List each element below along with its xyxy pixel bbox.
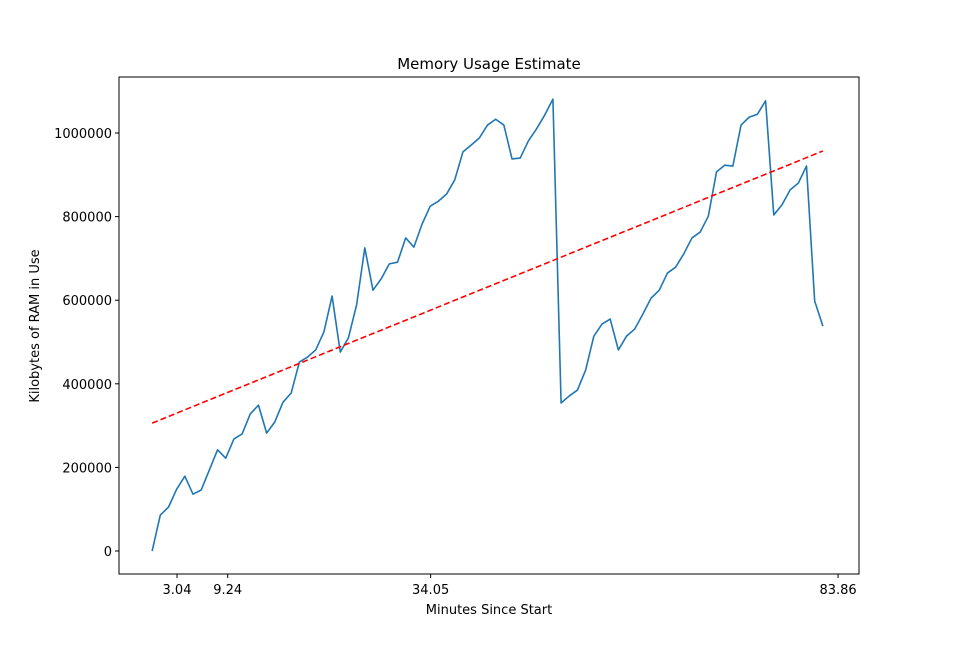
x-tick-label: 83.86 [819,583,856,598]
y-tick-label: 1000000 [54,127,112,142]
x-tick-label: 3.04 [163,583,192,598]
trend-line [151,150,824,424]
y-tick-label: 200000 [62,461,112,476]
y-tick-label: 0 [104,545,112,560]
data-line [151,98,824,552]
x-axis-label: Minutes Since Start [426,603,552,618]
y-tick-label: 800000 [62,211,112,226]
chart-title: Memory Usage Estimate [397,55,581,73]
axes-frame [118,76,860,575]
x-tick-label: 34.05 [412,583,449,598]
y-tick-label: 600000 [62,294,112,309]
x-tick-label: 9.24 [213,583,242,598]
y-axis-label: Kilobytes of RAM in Use [28,249,43,402]
y-tick-label: 400000 [62,378,112,393]
